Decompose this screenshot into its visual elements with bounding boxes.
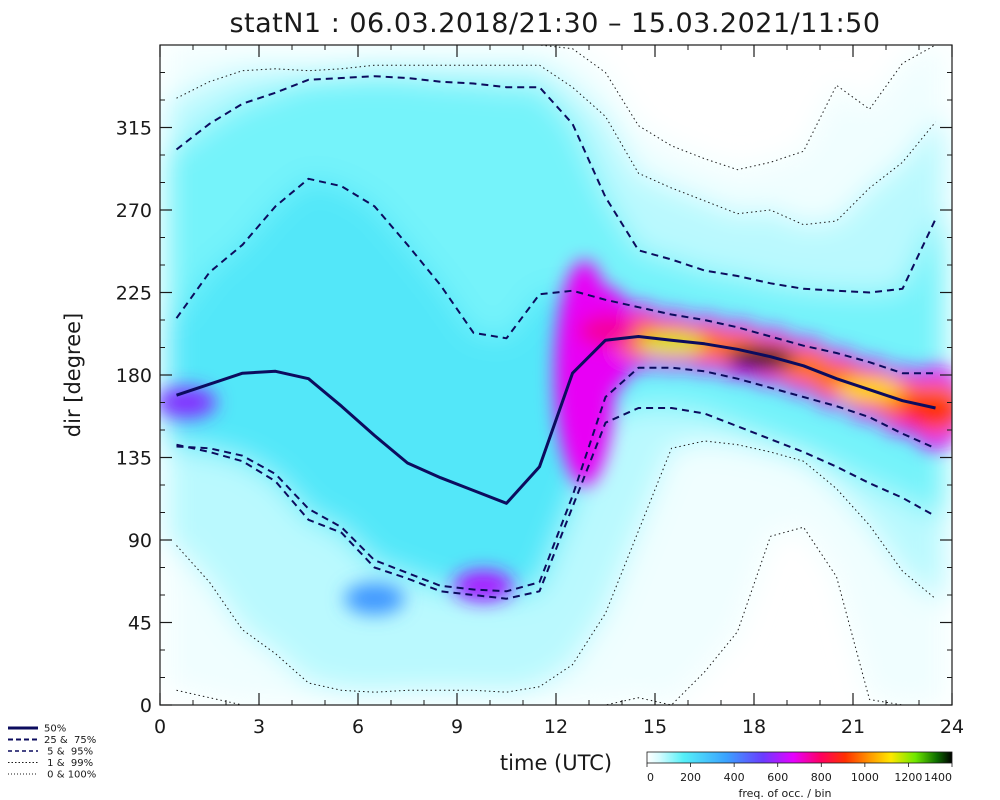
- x-tick-label: 15: [643, 716, 667, 738]
- x-tick-label: 12: [544, 716, 568, 738]
- legend-label: 5 & 95%: [44, 747, 93, 758]
- density-peak: [726, 347, 795, 370]
- legend-label: 0 & 100%: [44, 770, 96, 781]
- series-line-100pct: [176, 45, 936, 171]
- chart-title: statN1 : 06.03.2018/21:30 – 15.03.2021/1…: [229, 8, 880, 39]
- x-axis-label: time (UTC): [500, 751, 612, 775]
- y-tick-label: 135: [116, 448, 152, 470]
- density-peak: [578, 315, 639, 347]
- x-tick-label: 9: [451, 716, 463, 738]
- colorbar-label: freq. of occ. / bin: [738, 787, 831, 800]
- y-tick-label: 45: [128, 613, 152, 635]
- series-line-25pct: [176, 366, 936, 593]
- percentile-lines: [175, 45, 937, 705]
- legend: 50%25 & 75% 5 & 95% 1 & 99% 0 & 100%: [8, 724, 96, 781]
- x-tick-label: 3: [253, 716, 265, 738]
- colorbar-tick-label: 800: [811, 771, 832, 784]
- x-tick-label: 21: [841, 716, 865, 738]
- y-tick-label: 90: [128, 530, 152, 552]
- series-line-5pct: [176, 407, 936, 600]
- colorbar: 0 200 400 600 800 1000 1200 1400 freq. of occ. …: [646, 751, 953, 800]
- y-tick-label: 0: [140, 695, 152, 717]
- y-tick-label: 270: [116, 200, 152, 222]
- colorbar-tick-label: 1400: [924, 771, 952, 784]
- density-peak: [344, 582, 405, 615]
- y-axis-label: dir [degree]: [61, 313, 85, 437]
- x-tick-label: 6: [352, 716, 364, 738]
- density-field: [160, 45, 952, 705]
- x-tick-label: 24: [940, 716, 964, 738]
- y-tick-label: 180: [116, 365, 152, 387]
- legend-label: 25 & 75%: [44, 735, 96, 746]
- series-line-95pct: [175, 75, 937, 294]
- legend-label: 1 & 99%: [44, 758, 93, 769]
- colorbar-tick-label: 600: [767, 771, 788, 784]
- colorbar-gradient: [646, 751, 953, 764]
- legend-label: 50%: [44, 724, 66, 735]
- series-line-1pct: [176, 440, 936, 693]
- colorbar-tick-label: 400: [724, 771, 745, 784]
- x-tick-label: 18: [742, 716, 766, 738]
- x-axis: 0 3 6 9 12 15 18 21 24: [154, 45, 964, 738]
- series-line-50pct: [176, 335, 936, 505]
- density-band: [160, 260, 952, 615]
- y-tick-label: 225: [116, 283, 152, 305]
- x-tick-label: 0: [154, 716, 166, 738]
- y-tick-label: 315: [116, 118, 152, 140]
- colorbar-ticks: 0 200 400 600 800 1000 1200 1400: [646, 763, 953, 784]
- series-line-75pct: [175, 177, 936, 375]
- density-peak: [160, 386, 217, 419]
- colorbar-tick-label: 0: [647, 771, 654, 784]
- colorbar-tick-label: 1000: [851, 771, 879, 784]
- colorbar-tick-label: 1200: [894, 771, 922, 784]
- y-axis: 0 45 90 135 180 225 270 315: [116, 72, 952, 717]
- colorbar-tick-label: 200: [680, 771, 701, 784]
